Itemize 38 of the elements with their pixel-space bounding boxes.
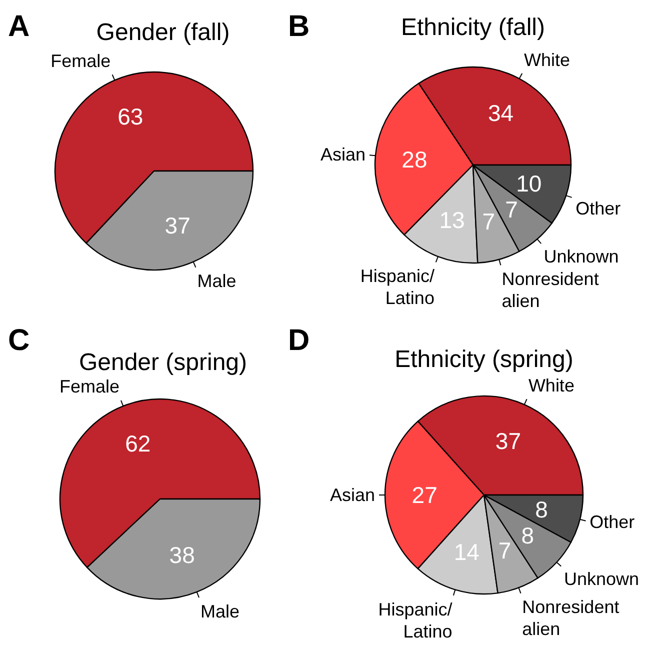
data-label: 7 <box>498 538 512 564</box>
data-label: 37 <box>164 212 190 239</box>
data-label: 27 <box>412 482 438 508</box>
data-label: 63 <box>118 104 144 130</box>
slice-label: White <box>524 50 570 70</box>
data-label: 8 <box>521 522 534 548</box>
data-label: 28 <box>402 146 428 172</box>
text: D <box>288 324 310 357</box>
chart-title: Ethnicity (fall) <box>400 14 546 41</box>
slice-label: Nonresident alien <box>502 269 599 312</box>
slice-label: Female <box>59 376 120 397</box>
slice-label: Asian <box>330 485 375 505</box>
chart-title: Ethnicity (spring) <box>394 346 574 373</box>
slice-label: Hispanic/ Latino <box>378 599 452 642</box>
slice-label: Female <box>50 50 111 71</box>
text: C <box>8 324 30 357</box>
data-label: 10 <box>516 170 542 196</box>
slice-label: Hispanic/ Latino <box>360 266 434 308</box>
chart-title: Gender (spring) <box>78 349 248 376</box>
text: B <box>288 10 310 43</box>
slice-label: Other <box>590 512 635 532</box>
data-label: 7 <box>505 196 518 222</box>
slice-label: Asian <box>320 144 366 165</box>
data-label: 8 <box>535 496 548 523</box>
data-label: 38 <box>169 542 195 568</box>
slice-label: Nonresident alien <box>522 597 620 640</box>
data-label: 62 <box>125 430 151 456</box>
slice-label: Male <box>197 271 236 292</box>
chart-title: Gender (fall) <box>96 19 230 46</box>
slice-label: White <box>528 375 574 396</box>
data-label: 7 <box>482 208 496 235</box>
slice-label: Male <box>200 601 240 622</box>
data-label: 34 <box>488 100 514 126</box>
slice-label: Unknown <box>544 246 619 267</box>
data-label: 37 <box>495 428 522 454</box>
text: A <box>8 10 30 43</box>
slice-label: Unknown <box>564 569 640 590</box>
slice-label: Other <box>576 198 621 219</box>
